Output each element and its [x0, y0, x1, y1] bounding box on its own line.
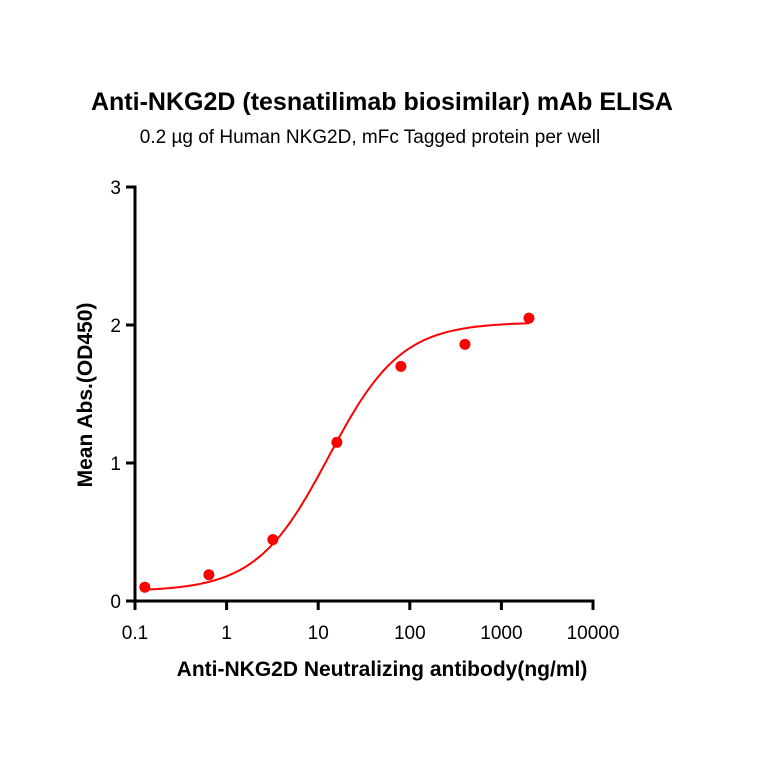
x-tick-label: 1000: [480, 623, 522, 644]
data-point: [395, 360, 407, 372]
x-tick-label: 10000: [567, 623, 620, 644]
y-axis-label: Mean Abs.(OD450): [74, 303, 97, 488]
chart-subtitle: 0.2 µg of Human NKG2D, mFc Tagged protei…: [140, 127, 600, 148]
y-tick-label: 2: [110, 316, 121, 337]
x-tick-label: 10: [308, 623, 329, 644]
data-point: [331, 436, 343, 448]
y-tick-label: 0: [110, 592, 121, 613]
data-point: [139, 581, 151, 593]
data-point: [459, 338, 471, 350]
x-tick-label: 100: [394, 623, 426, 644]
x-axis-label: Anti-NKG2D Neutralizing antibody(ng/ml): [177, 658, 588, 681]
data-point: [203, 569, 215, 581]
axes: 0.1 1 10 100 1000 10000 0 1 2 3: [110, 178, 619, 644]
x-tick-label: 1: [221, 623, 232, 644]
chart-title: Anti-NKG2D (tesnatilimab biosimilar) mAb…: [91, 88, 673, 116]
y-tick-label: 3: [110, 178, 121, 199]
data-point: [523, 312, 535, 324]
data-point: [267, 534, 279, 546]
fit-curve: [144, 322, 530, 591]
y-tick-label: 1: [110, 454, 121, 475]
data-points: [139, 312, 535, 593]
x-tick-label: 0.1: [122, 623, 148, 644]
